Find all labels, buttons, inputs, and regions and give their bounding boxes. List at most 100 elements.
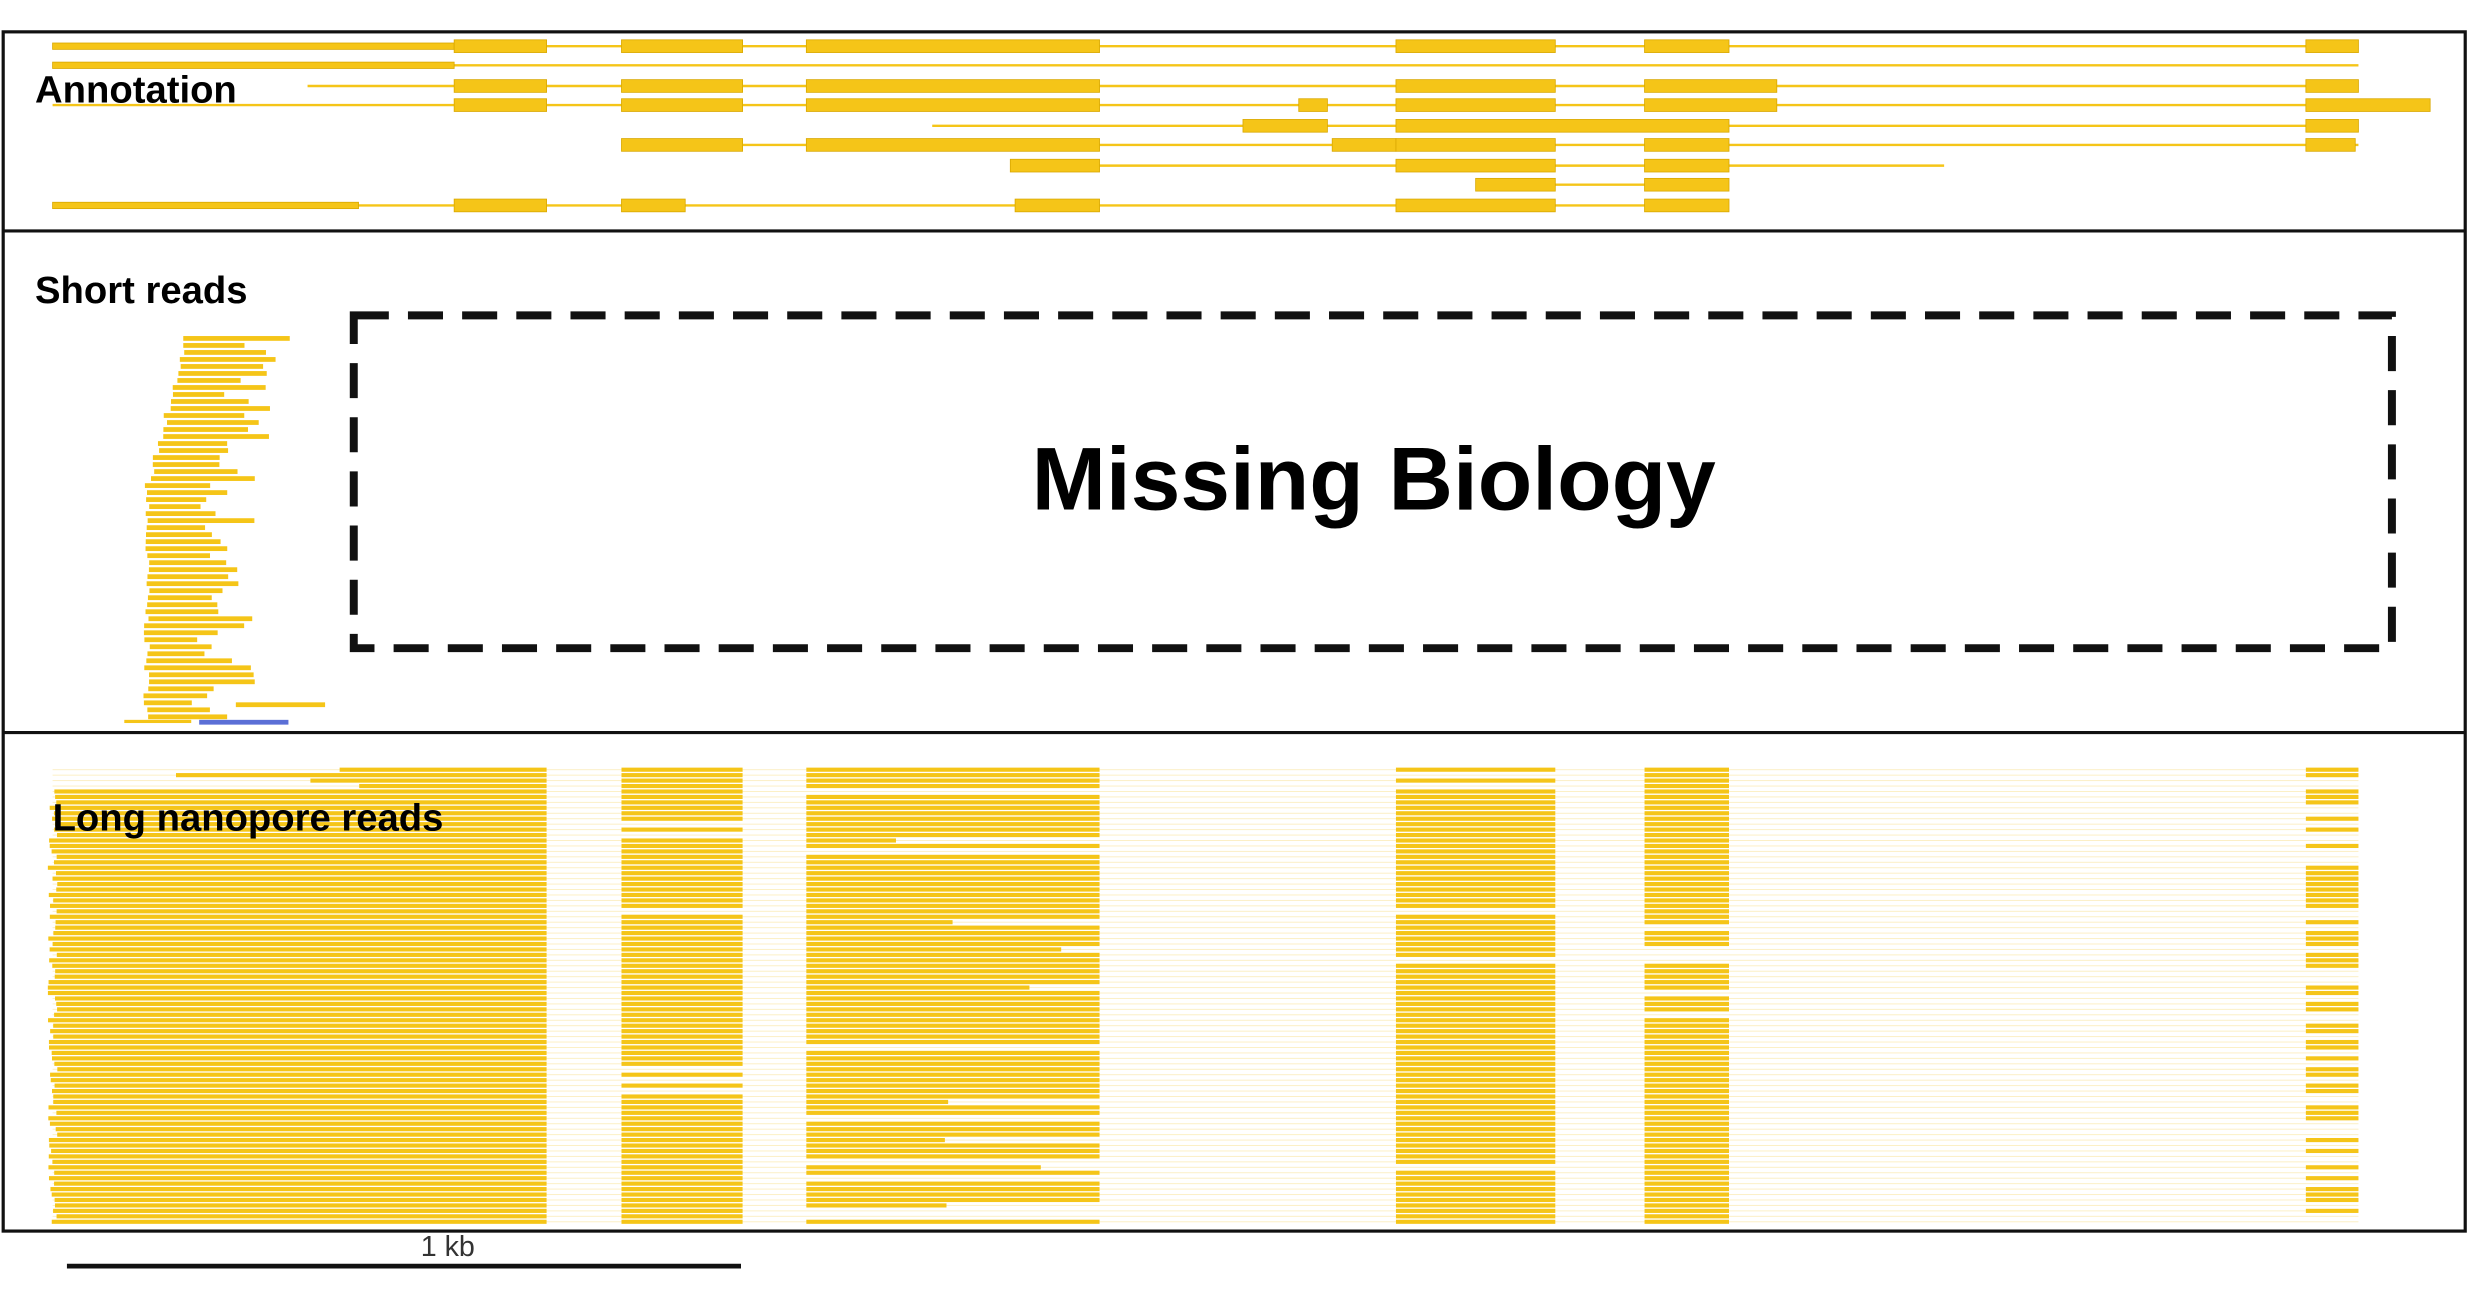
- long-read: [2305, 800, 2359, 805]
- long-read: [806, 805, 1100, 810]
- long-read: [1395, 1192, 1556, 1197]
- short-read: [163, 413, 245, 418]
- long-read: [2305, 1072, 2359, 1077]
- long-read: [621, 1083, 743, 1088]
- read-backbone: [52, 1008, 2359, 1010]
- long-read: [1395, 920, 1556, 925]
- read-backbone: [52, 1085, 2359, 1087]
- long-read: [1395, 1078, 1556, 1083]
- long-read: [621, 1176, 743, 1181]
- long-read: [1395, 1214, 1556, 1219]
- long-read: [1395, 1099, 1556, 1105]
- long-read: [621, 1219, 743, 1224]
- exon: [453, 98, 547, 112]
- short-read: [172, 385, 266, 390]
- long-read: [621, 849, 743, 854]
- long-read: [1395, 931, 1556, 936]
- long-read: [806, 1007, 1100, 1012]
- read-backbone: [52, 992, 2359, 994]
- long-read: [806, 936, 1100, 941]
- long-read: [1395, 865, 1556, 870]
- long-read: [52, 941, 547, 947]
- read-backbone: [52, 801, 2359, 803]
- read-backbone: [52, 1047, 2359, 1048]
- long-read: [49, 1045, 547, 1050]
- long-read: [57, 1007, 547, 1012]
- long-read: [621, 1099, 743, 1105]
- long-read: [806, 980, 1100, 985]
- long-read: [806, 892, 1100, 898]
- long-read: [48, 980, 547, 985]
- long-read: [621, 996, 743, 1001]
- long-read: [2305, 892, 2359, 898]
- read-backbone: [52, 872, 2359, 874]
- long-read: [1644, 1181, 1729, 1186]
- read-backbone: [52, 899, 2359, 901]
- long-read: [2305, 876, 2359, 881]
- long-read: [621, 892, 743, 898]
- long-read: [621, 990, 743, 996]
- long-read: [48, 1154, 547, 1159]
- long-read: [621, 860, 743, 865]
- long-read: [2305, 789, 2359, 794]
- read-backbone: [52, 916, 2359, 918]
- exon: [1395, 119, 1730, 133]
- short-read: [144, 483, 211, 488]
- long-read: [2305, 1067, 2359, 1072]
- read-backbone: [52, 1155, 2359, 1157]
- long-read: [56, 1001, 547, 1006]
- read-backbone: [52, 878, 2359, 880]
- read-backbone: [52, 1074, 2359, 1076]
- long-read: [806, 1034, 1100, 1039]
- short-read: [180, 364, 264, 369]
- long-read: [1395, 854, 1556, 859]
- long-read: [54, 1012, 547, 1017]
- short-read: [151, 476, 255, 481]
- long-read: [56, 887, 547, 892]
- long-read: [1644, 1219, 1729, 1224]
- long-read: [806, 985, 1030, 990]
- long-read: [2305, 871, 2359, 876]
- long-read: [49, 947, 547, 952]
- long-read: [1644, 865, 1729, 870]
- long-read: [1395, 898, 1556, 903]
- short-read: [183, 336, 290, 341]
- long-read: [50, 1187, 547, 1192]
- long-read: [53, 1094, 547, 1099]
- exon: [1395, 138, 1556, 152]
- long-read: [621, 827, 743, 832]
- long-read: [57, 1067, 547, 1072]
- long-read: [806, 963, 1100, 968]
- short-read: [149, 679, 255, 685]
- long-read: [621, 1094, 743, 1099]
- panel-title: Short reads: [35, 269, 247, 312]
- long-read: [1644, 1001, 1729, 1006]
- long-read: [806, 800, 1100, 805]
- long-read: [2305, 985, 2359, 990]
- long-read: [54, 1170, 547, 1175]
- long-read: [2305, 1007, 2359, 1012]
- long-read: [621, 969, 743, 974]
- long-read: [1644, 1023, 1729, 1028]
- short-read: [167, 420, 259, 425]
- panel-title: Annotation: [35, 68, 237, 111]
- long-read: [1644, 1121, 1729, 1126]
- long-read: [806, 822, 1100, 827]
- long-read: [1644, 941, 1729, 947]
- read-backbone: [52, 921, 2359, 923]
- long-read: [1644, 783, 1729, 789]
- long-read: [52, 1159, 547, 1164]
- long-read: [1395, 822, 1556, 827]
- long-read: [1395, 1208, 1556, 1213]
- short-read: [148, 714, 228, 720]
- long-read: [621, 1132, 743, 1137]
- long-read: [1644, 887, 1729, 892]
- long-read: [1644, 1072, 1729, 1077]
- short-read: [146, 525, 206, 531]
- exon: [621, 198, 686, 213]
- long-read: [806, 1105, 1100, 1110]
- long-read: [49, 1121, 547, 1126]
- long-read: [1395, 827, 1556, 832]
- long-read: [806, 1083, 1100, 1088]
- long-read: [2305, 1116, 2359, 1121]
